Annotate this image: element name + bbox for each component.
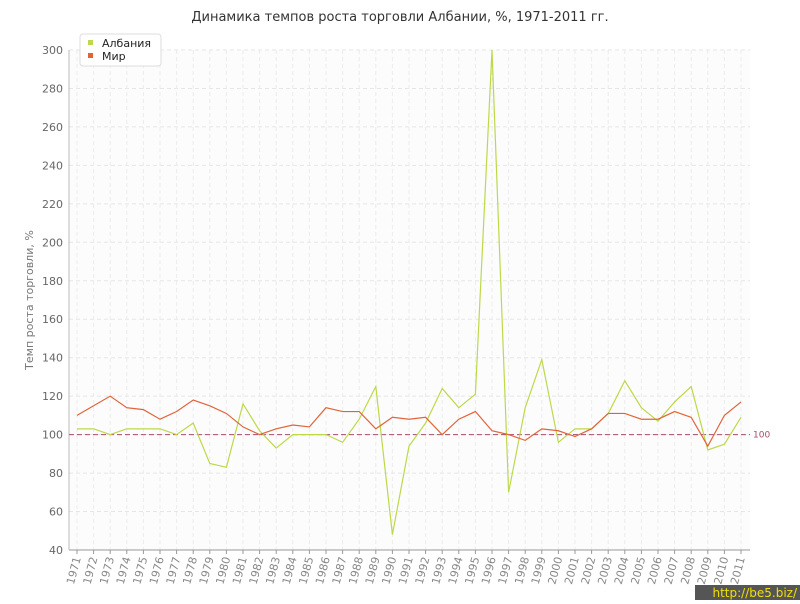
y-tick-label: 160 — [42, 313, 63, 326]
legend-label: Албания — [102, 37, 151, 50]
y-tick-label: 240 — [42, 159, 63, 172]
y-tick-label: 140 — [42, 352, 63, 365]
legend-swatch — [88, 40, 93, 45]
y-tick-label: 100 — [42, 429, 63, 442]
y-tick-label: 300 — [42, 44, 63, 57]
legend-box — [79, 33, 162, 67]
y-tick-label: 280 — [42, 82, 63, 95]
y-tick-label: 200 — [42, 236, 63, 249]
x-tick-label: 2011 — [728, 555, 748, 585]
y-tick-label: 180 — [42, 275, 63, 288]
legend-swatch — [88, 53, 93, 58]
y-tick-label: 260 — [42, 121, 63, 134]
chart-title: Динамика темпов роста торговли Албании, … — [191, 10, 608, 25]
y-tick-label: 80 — [49, 467, 63, 480]
series-line — [77, 49, 742, 535]
watermark: http://be5.biz/ — [712, 586, 797, 600]
legend-label: Мир — [102, 50, 126, 63]
y-tick-label: 120 — [42, 390, 63, 403]
watermark-bg — [695, 585, 800, 600]
reference-label: 100 — [753, 431, 770, 441]
y-axis-label: Темп роста торговли, % — [23, 230, 36, 371]
plot-area — [69, 50, 750, 550]
y-tick-label: 40 — [49, 544, 63, 557]
series-line — [76, 395, 742, 448]
y-tick-label: 220 — [42, 198, 63, 211]
y-tick-label: 60 — [49, 506, 63, 519]
